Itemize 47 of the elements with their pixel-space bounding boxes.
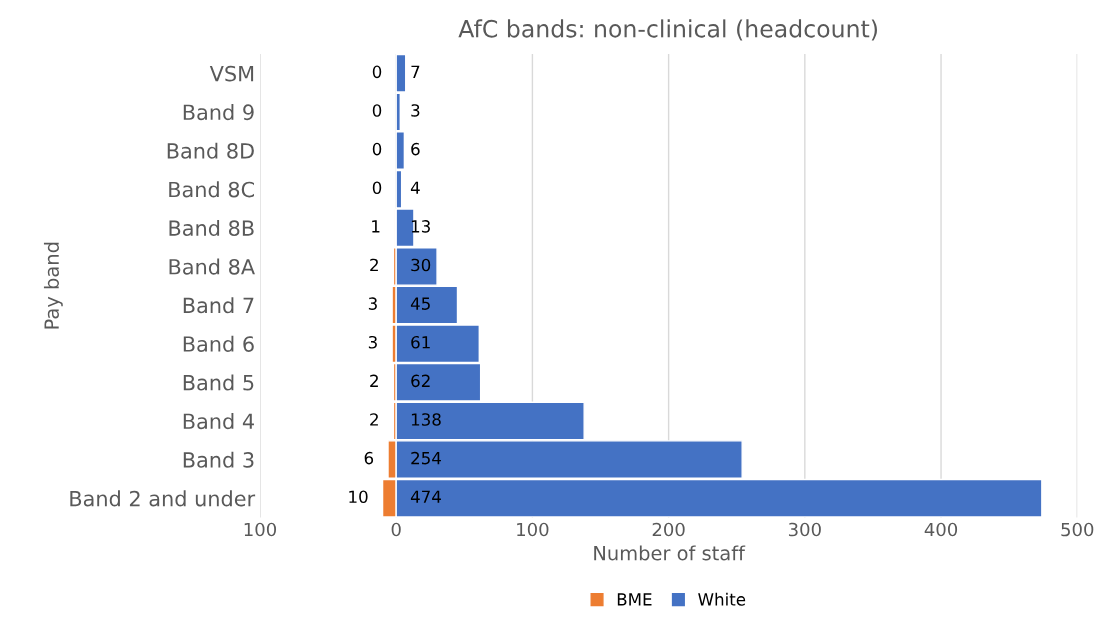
data-label: 474 [410,490,441,503]
y-tick-label: Band 8C [169,181,254,198]
data-label: 6 [411,142,420,156]
y-tick-label: Band 8B [169,219,254,237]
data-label: 6 [364,451,374,465]
x-tick-label: 400 [924,522,958,537]
y-tick-label: Band 7 [183,297,254,314]
data-label: 7 [411,65,420,78]
legend-label: BME [617,593,652,606]
x-axis-title: Number of staff [594,545,746,561]
legend-label: White [698,592,746,606]
data-label: 138 [411,413,441,426]
data-label: 10 [349,490,368,504]
y-tick-label: Band 8D [167,142,254,159]
chart-title: AfC bands: non-clinical (headcount) [458,19,877,41]
x-tick-label: 0 [391,522,401,537]
x-tick-label: 200 [652,522,685,537]
data-label: 2 [370,374,378,387]
data-label: 4 [410,181,420,194]
y-tick-label: Band 5 [183,374,254,391]
x-tick-label: 100 [517,522,549,537]
data-label: 30 [411,258,431,272]
y-tick-label: Band 6 [183,335,254,352]
data-label: 2 [370,413,378,426]
y-tick-label: VSM [209,65,254,82]
x-tick-label: 300 [788,522,821,537]
data-label: 0 [372,65,382,79]
x-tick-label: 100 [244,522,277,537]
data-label: 3 [368,335,377,349]
data-label: 0 [372,181,382,195]
y-tick-label: Band 2 and under [70,490,256,507]
data-label: 45 [410,297,430,310]
x-tick-label: 500 [1061,522,1094,537]
y-tick-label: Band 9 [183,104,254,121]
data-label: 3 [411,104,420,117]
data-label: 0 [372,142,382,156]
y-tick-label: Band 8A [169,258,255,275]
y-tick-label: Band 3 [183,451,254,468]
data-label: 61 [411,335,430,349]
data-label: 2 [370,258,378,272]
data-label: 1 [372,220,380,233]
data-label: 62 [411,374,430,388]
data-label: 0 [372,104,382,117]
y-tick-label: Band 4 [183,413,254,430]
data-label: 254 [411,451,441,465]
data-label: 3 [368,297,377,310]
y-axis-title: Pay band [43,242,63,329]
